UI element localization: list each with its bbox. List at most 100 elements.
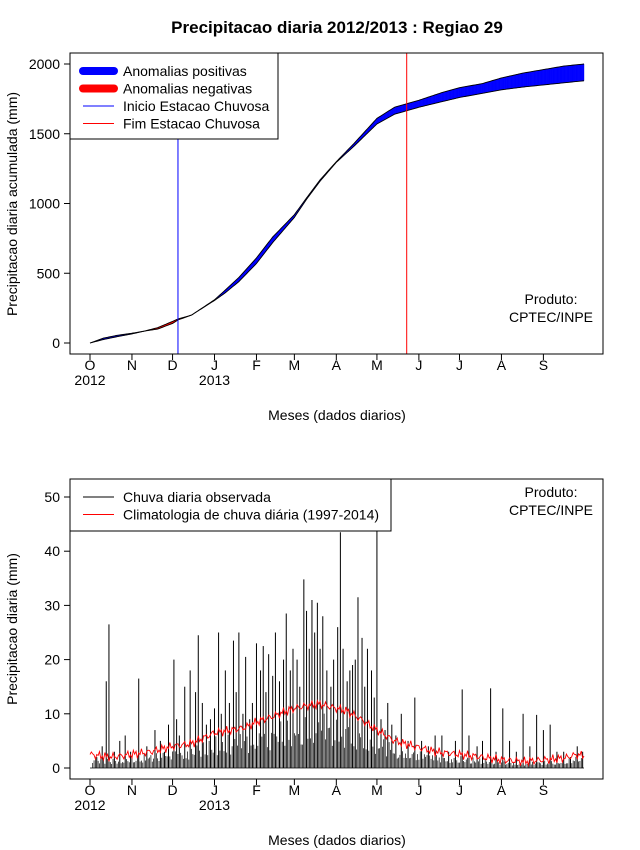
x-axis-label-bottom: Meses (dados diarios) [268,832,406,848]
positive-anomaly-segment [493,79,495,92]
positive-anomaly-segment [522,72,525,88]
positive-anomaly-segment [432,95,434,105]
positive-anomaly-segment [482,82,485,94]
positive-anomaly-segment [474,84,476,96]
positive-anomaly-segment [472,84,475,96]
positive-anomaly-segment [544,68,547,86]
positive-anomaly-segment [422,98,425,107]
y-tick-label: 1000 [29,196,60,212]
positive-anomaly-segment [581,63,583,82]
positive-anomaly-segment [489,80,491,93]
positive-anomaly-segment [452,88,455,100]
positive-anomaly-segment [513,74,516,89]
positive-anomaly-segment [567,65,570,83]
legend-label: Anomalias negativas [123,81,252,97]
credit-line2-bottom: CPTEC/INPE [509,502,593,518]
year-label: 2012 [74,797,105,813]
x-tick-label: S [539,782,548,798]
credit-line2-top: CPTEC/INPE [509,309,593,325]
positive-anomaly-segment [430,95,433,105]
legend-box-bottom [69,478,392,532]
positive-anomaly-segment [399,105,402,113]
positive-anomaly-segment [545,68,548,85]
positive-anomaly-segment [476,84,479,95]
positive-anomaly-segment [506,76,509,90]
positive-anomaly-segment [579,64,582,82]
positive-anomaly-segment [485,82,487,94]
positive-anomaly-segment [441,91,444,102]
positive-anomaly-segment [402,104,405,113]
climatology-line [89,699,585,767]
positive-anomaly-segment [491,80,494,92]
positive-anomaly-segment [448,90,451,101]
positive-anomaly-segment [516,74,518,89]
positive-anomaly-segment [466,85,468,97]
positive-anomaly-segment [529,71,532,87]
positive-anomaly-segment [437,93,440,103]
positive-anomaly-segment [456,87,459,99]
x-tick-label: D [167,357,177,373]
positive-anomaly-segment [552,67,555,85]
y-axis-label-bottom: Precipitacao diaria (mm) [4,553,20,705]
positive-anomaly-segment [539,69,541,86]
legend-label: Chuva diaria observada [123,489,271,505]
daily-rain-spikes [90,529,584,769]
positive-anomaly-segment [560,66,563,84]
positive-anomaly-segment [536,70,539,86]
positive-anomaly-segment [558,66,560,84]
positive-anomaly-segment [424,97,426,107]
positive-anomaly-segment [440,92,443,103]
legend-label: Climatologia de chuva diária (1997-2014) [123,507,379,523]
x-tick-label: N [127,357,137,373]
legend-label: Inicio Estacao Chuvosa [123,98,270,114]
y-axis-top: 0 500 1000 1500 2000 [29,56,70,351]
x-tick-label: J [456,357,463,373]
positive-anomaly-segment [517,73,520,88]
x-tick-label: J [415,357,422,373]
legend-top: Anomalias positivas Anomalias negativasIn… [69,52,279,140]
positive-anomaly-segment [451,89,453,100]
positive-anomaly-segment [438,92,441,103]
positive-anomaly-segment [574,64,577,82]
positive-anomaly-segment [417,100,420,108]
y-axis-bottom: 0 10 20 30 40 50 [44,489,70,776]
positive-anomaly-segment [436,93,439,104]
positive-anomaly-segment [566,65,568,83]
x-tick-label: J [415,782,422,798]
positive-anomaly-segment [514,74,517,89]
positive-anomaly-segment [578,64,581,82]
positive-anomaly-segment [490,80,493,93]
x-tick-label: O [85,782,96,798]
positive-anomaly-segment [463,86,466,97]
positive-anomaly-segment [495,78,498,92]
credit-line1-top: Produto: [525,291,578,307]
positive-anomaly-segment [535,70,537,86]
observed-cumulative-line [89,63,585,344]
positive-anomaly-segment [570,65,573,83]
positive-anomaly-segment [453,88,456,100]
x-tick-label: A [497,357,507,373]
positive-anomaly-segment [471,85,474,96]
x-tick-label: M [289,357,301,373]
positive-anomaly-segment [443,91,445,102]
legend-label: Anomalias positivas [123,63,247,79]
positive-anomaly-segment [401,104,403,113]
positive-anomaly-segment [540,69,543,86]
positive-anomaly-segment [531,71,533,87]
positive-anomaly-segment [421,98,424,107]
positive-anomaly-segment [525,72,528,87]
positive-anomaly-segment [559,66,562,84]
year-label: 2012 [74,372,105,388]
x-axis-top: O N D J F M A M J J A S 2012 2013 [74,354,548,388]
positive-anomaly-segment [563,65,566,84]
positive-anomaly-segment [415,100,418,109]
positive-anomaly-segment [494,79,497,92]
positive-anomaly-segment [459,87,462,98]
x-axis-bottom: O N D J F M A M J J A S 2012 2013 [74,779,548,813]
positive-anomaly-segment [487,81,490,93]
x-tick-label: O [85,357,96,373]
x-tick-label: A [332,357,342,373]
x-tick-label: M [371,357,383,373]
positive-anomaly-segment [526,71,529,87]
y-tick-label: 50 [44,489,60,505]
